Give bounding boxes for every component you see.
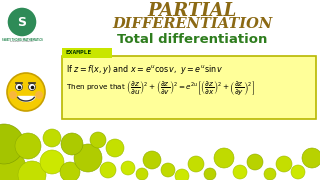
Circle shape xyxy=(302,148,320,168)
Circle shape xyxy=(9,91,17,99)
Circle shape xyxy=(43,129,61,147)
Circle shape xyxy=(121,161,135,175)
Text: Total differentiation: Total differentiation xyxy=(117,33,267,46)
Circle shape xyxy=(15,133,41,159)
Circle shape xyxy=(0,124,24,164)
Circle shape xyxy=(74,144,102,172)
Circle shape xyxy=(214,148,234,168)
Text: PARTIAL: PARTIAL xyxy=(148,2,236,20)
Circle shape xyxy=(204,168,216,180)
Circle shape xyxy=(61,133,83,155)
Circle shape xyxy=(291,165,305,179)
Circle shape xyxy=(276,156,292,172)
Circle shape xyxy=(7,73,45,111)
Text: Learning consistently: Learning consistently xyxy=(10,41,34,42)
Circle shape xyxy=(90,132,106,148)
Text: SWATI THONG MATHEMATICS: SWATI THONG MATHEMATICS xyxy=(2,38,43,42)
Circle shape xyxy=(247,154,263,170)
Text: EXAMPLE: EXAMPLE xyxy=(65,51,91,55)
Circle shape xyxy=(106,139,124,157)
Circle shape xyxy=(233,165,247,179)
Circle shape xyxy=(18,161,46,180)
Circle shape xyxy=(0,150,26,180)
Text: Then prove that $\left(\dfrac{\partial z}{\partial u}\right)^{2} + \left(\dfrac{: Then prove that $\left(\dfrac{\partial z… xyxy=(66,79,255,97)
Circle shape xyxy=(31,86,34,89)
Circle shape xyxy=(35,91,43,99)
Circle shape xyxy=(100,162,116,178)
Circle shape xyxy=(7,7,37,37)
Text: DIFFERENTIATION: DIFFERENTIATION xyxy=(112,17,272,31)
Circle shape xyxy=(40,150,64,174)
Circle shape xyxy=(161,163,175,177)
Text: S: S xyxy=(18,15,27,28)
Circle shape xyxy=(136,168,148,180)
Circle shape xyxy=(60,162,80,180)
Circle shape xyxy=(15,84,22,91)
Text: If $z = f(x, y)$ and $x = e^u \cos v,\ y = e^u \sin v$: If $z = f(x, y)$ and $x = e^u \cos v,\ y… xyxy=(66,63,224,76)
Circle shape xyxy=(188,156,204,172)
FancyBboxPatch shape xyxy=(61,55,316,118)
Circle shape xyxy=(143,151,161,169)
Circle shape xyxy=(18,86,21,89)
Circle shape xyxy=(175,169,189,180)
FancyBboxPatch shape xyxy=(62,48,112,58)
Circle shape xyxy=(264,168,276,180)
Circle shape xyxy=(28,84,36,91)
